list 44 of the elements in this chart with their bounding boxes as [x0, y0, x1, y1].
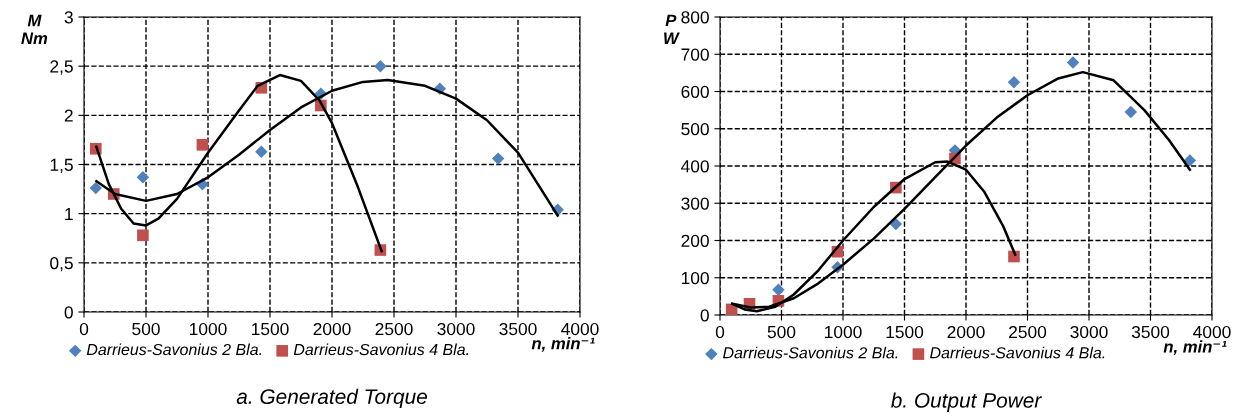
y-tick-label: 600 — [681, 85, 709, 98]
y-tick-label: 800 — [681, 11, 709, 24]
x-tick-label: 2000 — [947, 325, 985, 339]
x-tick-label: 3000 — [1070, 325, 1108, 339]
y-tick-label: 1 — [65, 208, 73, 220]
x-tick-label: 3500 — [1131, 325, 1170, 339]
x-tick-label: 2500 — [375, 322, 413, 336]
legend-label: Darrieus-Savonius 2 Bla. — [723, 346, 898, 359]
x-tick-label: 1500 — [252, 322, 289, 336]
x-tick-label: 3000 — [437, 322, 475, 336]
x-tick-label: 0 — [79, 322, 89, 336]
y-tick-label: 500 — [681, 122, 709, 136]
y-tick-label: 0 — [700, 309, 709, 322]
x-tick-label: 1000 — [825, 325, 862, 339]
y-tick-label: 300 — [681, 197, 709, 210]
x-axis-title: n, min⁻¹ — [1163, 340, 1227, 355]
text: b. Output Power — [891, 392, 1042, 412]
x-tick-label: 2000 — [313, 322, 351, 336]
x-axis-title: n, min⁻¹ — [531, 337, 595, 352]
y-tick-label: 100 — [681, 271, 709, 285]
y-axis-title: P W — [664, 14, 680, 45]
x-tick-label: 1500 — [886, 325, 924, 339]
x-tick-label: 500 — [767, 325, 796, 339]
x-tick-label: 2500 — [1009, 325, 1047, 339]
y-axis-title: M Nm — [21, 14, 48, 45]
legend-label: Darrieus-Savonius 4 Bla. — [293, 343, 469, 356]
x-tick-label: 1000 — [190, 322, 227, 336]
x-tick-label: 4000 — [1193, 325, 1231, 339]
y-tick-label: 400 — [681, 160, 709, 173]
x-tick-label: 0 — [715, 325, 725, 339]
y-tick-label: 2 — [64, 109, 73, 122]
y-tick-label: 0,5 — [50, 257, 73, 272]
y-tick-label: 700 — [681, 48, 709, 61]
y-tick-label: 1,5 — [50, 158, 73, 174]
y-tick-label: 3 — [64, 11, 73, 24]
x-tick-label: 4000 — [561, 322, 599, 336]
legend-label: Darrieus-Savonius 2 Bla. — [86, 343, 262, 356]
y-tick-label: 0 — [64, 306, 73, 319]
y-tick-label: 2,5 — [50, 60, 73, 75]
x-tick-label: 500 — [132, 322, 160, 336]
legend-label: Darrieus-Savonius 4 Bla. — [930, 346, 1105, 359]
x-tick-label: 3500 — [499, 322, 537, 336]
text: a. Generated Torque — [236, 388, 427, 409]
y-tick-label: 200 — [681, 234, 709, 247]
